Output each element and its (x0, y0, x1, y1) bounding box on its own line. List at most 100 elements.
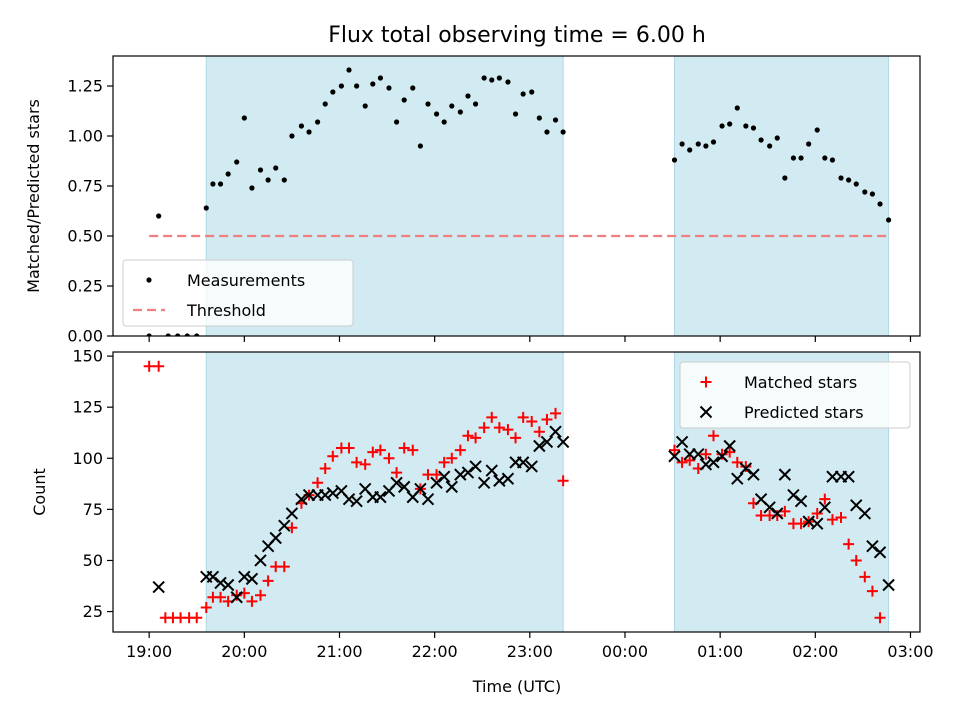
predicted-stars-point (461, 466, 475, 479)
measurements-point (401, 97, 407, 103)
predicted-stars-point (445, 480, 458, 494)
x-tick-label: 03:00 (887, 642, 933, 661)
measurements-point (719, 123, 725, 129)
predicted-stars-point (501, 472, 515, 485)
y-tick-label: 1.00 (67, 127, 103, 146)
count-legend: Matched stars Predicted stars (679, 361, 911, 429)
count-y-axis-label: Count (30, 468, 49, 516)
matched-stars-point (446, 452, 458, 464)
measurements-point (703, 143, 709, 149)
matched-stars-point (312, 477, 324, 489)
matched-stars-point (246, 595, 258, 607)
predicted-stars-point (414, 482, 427, 496)
y-tick-label: 150 (72, 347, 103, 366)
measurements-point (846, 177, 852, 183)
measurements-point (377, 75, 384, 81)
matched-stars-point (398, 442, 410, 454)
measurements-point (798, 155, 804, 161)
measurements-point (512, 111, 519, 117)
matched-stars-point (826, 514, 838, 526)
measurements-point (529, 89, 535, 95)
y-tick-label: 0.00 (67, 327, 103, 346)
matched-stars-point (374, 444, 386, 456)
predicted-stars-point (214, 576, 227, 590)
predicted-stars-point (278, 519, 291, 532)
measurements-point (544, 129, 550, 135)
matched-stars-point (367, 446, 379, 458)
matched-stars-point (541, 413, 553, 425)
measurements-point (465, 93, 471, 99)
matched-stars-point (819, 493, 831, 505)
matched-stars-point (359, 458, 371, 470)
predicted-stars-point (739, 462, 753, 475)
measurements-point (472, 101, 479, 107)
x-tick-label: 21:00 (316, 642, 362, 661)
measurements-point (734, 105, 740, 111)
measurements-point (257, 167, 264, 173)
legend-swatch-matched-stars (700, 376, 712, 388)
predicted-stars-point (763, 501, 776, 514)
matched-stars-point (486, 411, 498, 423)
predicted-stars-point (245, 572, 259, 586)
legend-box (122, 259, 354, 327)
measurements-point (496, 75, 502, 81)
measurements-point (536, 115, 542, 121)
predicted-stars-point (778, 468, 792, 481)
measurements-point (410, 85, 416, 91)
measurements-point (370, 81, 376, 87)
measurements-point (210, 181, 216, 187)
matched-stars-point (153, 360, 165, 372)
matched-stars-point (191, 612, 203, 624)
matched-stars-point (319, 462, 331, 474)
matched-stars-point (874, 612, 886, 624)
matched-stars-point (470, 432, 482, 444)
measurements-point (354, 83, 360, 89)
predicted-stars-point (540, 435, 554, 449)
predicted-stars-point (675, 435, 689, 449)
y-tick-label: 1.25 (67, 77, 103, 96)
matched-stars-point (502, 424, 514, 436)
predicted-stars-point (723, 439, 736, 453)
predicted-stars-point (692, 447, 705, 461)
measurements-point (750, 125, 757, 131)
predicted-stars-point (437, 470, 451, 483)
count-panel: 25 50 75 100 125 150 19:00 20:00 21:00 22:00 23:0… (30, 347, 934, 661)
legend-label-threshold: Threshold (186, 301, 266, 320)
measurements-point (386, 85, 392, 91)
measurements-point (217, 181, 224, 187)
shaded-region (673, 55, 890, 337)
predicted-stars-point (295, 492, 308, 506)
measurements-point (505, 79, 511, 85)
measurements-point (695, 141, 701, 147)
measurements-point (273, 165, 279, 171)
legend-label-predicted-stars: Predicted stars (744, 403, 864, 422)
measurements-point (869, 191, 876, 197)
predicted-stars-point (238, 570, 251, 584)
predicted-stars-point (818, 501, 832, 514)
measurements-point (671, 157, 678, 163)
measurements-point (520, 91, 526, 97)
matched-stars-point (383, 452, 395, 464)
matched-stars-point (478, 422, 490, 434)
matched-stars-point (835, 512, 847, 524)
legend-swatch-measurements (146, 277, 152, 283)
measurements-point (289, 133, 295, 139)
matched-stars-point (866, 585, 878, 597)
y-tick-label: 0.75 (67, 177, 103, 196)
measurements-point (457, 109, 463, 115)
measurements-point (885, 217, 892, 223)
matched-stars-point (343, 442, 355, 454)
measurements-point (862, 189, 868, 195)
predicted-stars-point (866, 539, 879, 553)
measurements-point (853, 181, 859, 187)
measurements-point (338, 83, 344, 89)
x-tick-label: 22:00 (412, 642, 458, 661)
predicted-stars-point (485, 464, 498, 477)
measurements-point (822, 155, 828, 161)
matched-stars-point (731, 456, 743, 468)
matched-stars-point (550, 407, 562, 419)
predicted-stars-point (882, 578, 895, 592)
measurements-point (281, 177, 287, 183)
measurements-point (774, 135, 780, 141)
measurements-point (687, 147, 693, 153)
